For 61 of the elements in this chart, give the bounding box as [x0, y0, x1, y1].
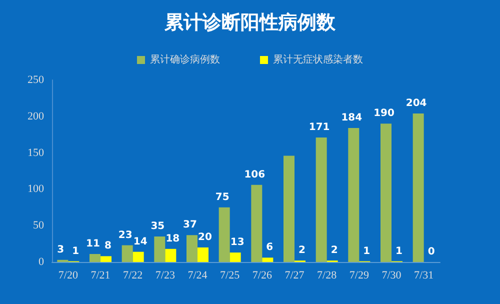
- data-label: 20: [198, 232, 212, 243]
- x-tick-label: 7/20: [58, 270, 78, 282]
- bar: [165, 248, 176, 262]
- bar: [186, 235, 198, 262]
- data-label: 23: [118, 230, 132, 241]
- data-label: 1: [363, 246, 370, 257]
- bar: [218, 207, 230, 262]
- bar: [412, 113, 424, 262]
- legend-label: 累计确诊病例数: [150, 54, 220, 66]
- x-tick-label: 7/29: [349, 270, 370, 282]
- x-tick-label: 7/27: [284, 270, 305, 282]
- data-label: 11: [86, 238, 100, 250]
- bar: [100, 256, 112, 262]
- data-label: 35: [150, 221, 165, 232]
- data-label: 2: [330, 245, 338, 256]
- x-tick-label: 7/23: [155, 270, 176, 282]
- y-tick-label: 50: [33, 220, 44, 232]
- bar: [348, 128, 360, 262]
- y-tick-label: 200: [28, 110, 44, 122]
- data-label: 1: [72, 246, 80, 257]
- data-label: 18: [166, 233, 180, 244]
- bar: [90, 254, 100, 262]
- bar: [380, 124, 392, 262]
- x-tick-label: 7/26: [252, 270, 272, 282]
- data-label: 0: [428, 246, 435, 258]
- x-tick-label: 7/21: [90, 270, 110, 282]
- y-tick-label: 100: [28, 183, 44, 196]
- data-label: 37: [183, 220, 197, 231]
- data-label: 13: [230, 237, 244, 248]
- bar: [316, 138, 327, 262]
- data-label: 8: [104, 240, 112, 252]
- bar: [251, 184, 262, 262]
- data-label: 171: [308, 122, 330, 134]
- bar: [230, 252, 241, 262]
- x-tick-label: 7/24: [188, 270, 208, 282]
- bar: [122, 245, 133, 262]
- legend-label: 累计无症状感染者数: [273, 54, 363, 66]
- data-label: 6: [266, 242, 274, 254]
- y-tick-label: 250: [28, 74, 44, 86]
- data-label: 75: [215, 192, 230, 203]
- bar: [132, 252, 144, 262]
- y-tick-label: 0: [38, 256, 44, 268]
- bar: [198, 247, 208, 262]
- data-label: 1: [396, 246, 403, 257]
- data-label: 106: [244, 169, 266, 180]
- x-tick-label: 7/31: [414, 270, 434, 282]
- y-tick-label: 150: [28, 146, 44, 159]
- bar: [262, 258, 274, 262]
- data-label: 2: [298, 245, 306, 256]
- x-tick-label: 7/25: [220, 270, 240, 282]
- x-tick-label: 7/28: [317, 270, 338, 282]
- data-label: 184: [341, 112, 362, 124]
- bar: [154, 236, 166, 262]
- data-label: 190: [374, 108, 394, 120]
- x-tick-label: 7/30: [382, 270, 402, 282]
- chart-title: 累计诊断阳性病例数: [164, 12, 336, 34]
- bar: [284, 156, 294, 262]
- data-label: 14: [133, 236, 148, 248]
- data-label: 204: [406, 98, 427, 109]
- x-tick-label: 7/22: [123, 270, 143, 282]
- data-label: 3: [57, 244, 64, 256]
